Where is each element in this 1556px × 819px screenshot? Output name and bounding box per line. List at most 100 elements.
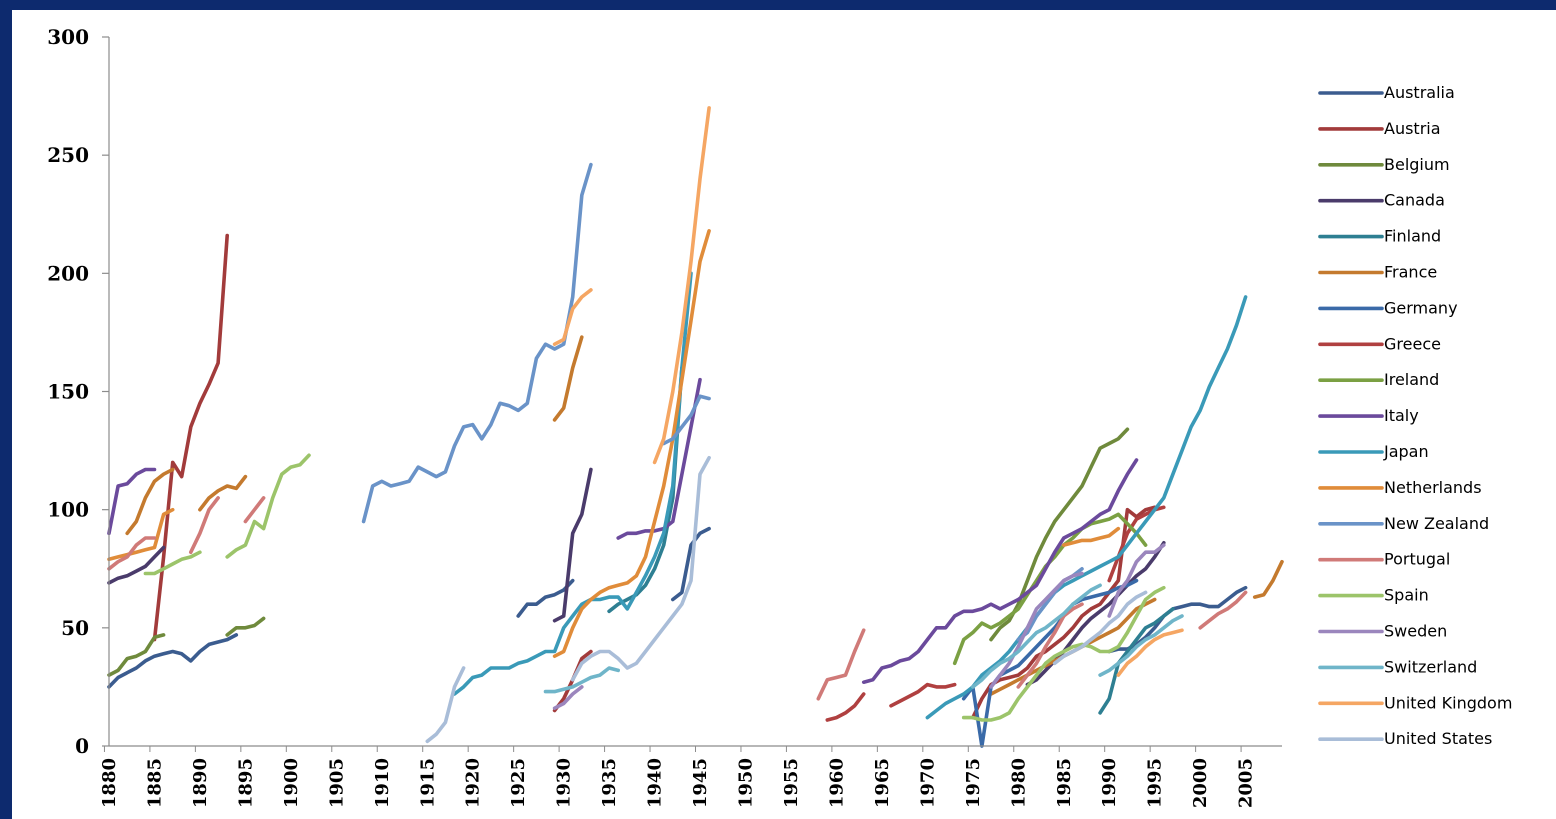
y-tick-label: 200: [47, 261, 89, 285]
series-line: [552, 229, 711, 659]
series-line: [970, 505, 1157, 720]
series-line: [452, 271, 693, 696]
series-line: [1025, 540, 1166, 687]
series-line: [189, 496, 220, 555]
series-line: [1052, 590, 1148, 666]
series-line: [552, 335, 584, 422]
legend: Australia Austria Belgium Canada Finland Fran…: [1318, 83, 1512, 748]
legend-item: Canada: [1318, 191, 1445, 210]
series-line: [552, 288, 593, 347]
series-line: [1016, 602, 1084, 689]
series-line: [107, 536, 157, 571]
series-france: [125, 335, 1284, 696]
legend-label: France: [1384, 263, 1437, 282]
series-line: [107, 507, 175, 562]
series-line: [552, 685, 584, 711]
series-line: [125, 467, 175, 536]
series-line: [543, 666, 621, 694]
series-line: [989, 571, 1084, 689]
legend-item: Spain: [1318, 586, 1429, 605]
x-tick-label: 1985: [1054, 758, 1075, 808]
y-tick-label: 100: [47, 498, 89, 522]
series-united-kingdom: [552, 106, 1184, 677]
legend-label: Portugal: [1384, 550, 1450, 569]
x-tick-label: 1925: [508, 758, 529, 808]
x-tick-label: 1930: [554, 758, 575, 808]
series-line: [1062, 526, 1121, 547]
series-line: [1098, 607, 1175, 715]
x-tick-label: 1965: [872, 758, 893, 808]
legend-label: Australia: [1384, 83, 1455, 102]
legend-label: Spain: [1384, 586, 1429, 605]
legend-label: Netherlands: [1384, 478, 1482, 497]
series-united-states: [425, 455, 1148, 744]
series-line: [670, 526, 711, 602]
legend-label: Switzerland: [1384, 657, 1477, 676]
chart-frame: 0 50 100 150 200 250 300 1880 1885 1890 1895 1900 1…: [12, 10, 1556, 819]
y-tick-label: 150: [47, 380, 89, 404]
series-line: [516, 578, 575, 618]
series-line: [107, 633, 166, 677]
legend-item: Austria: [1318, 119, 1441, 138]
plot-area: [107, 106, 1284, 748]
series-line: [425, 666, 466, 744]
series-line: [1198, 590, 1248, 630]
legend-label: Austria: [1384, 119, 1441, 138]
legend-item: Japan: [1318, 442, 1429, 461]
series-line: [225, 616, 266, 637]
series-line: [1098, 614, 1184, 677]
series-switzerland: [543, 583, 1184, 694]
y-tick-label: 0: [75, 734, 89, 758]
y-tick-label: 50: [61, 616, 89, 640]
x-tick-label: 1880: [99, 758, 120, 808]
series-sweden: [552, 543, 1166, 711]
x-tick-label: 1895: [235, 758, 256, 808]
legend-item: New Zealand: [1318, 514, 1489, 533]
legend-item: United Kingdom: [1318, 693, 1512, 712]
x-tick-label: 1945: [690, 758, 711, 808]
series-canada: [107, 467, 1166, 687]
legend-item: Belgium: [1318, 155, 1450, 174]
series-line: [652, 106, 711, 465]
legend-item: Australia: [1318, 83, 1455, 102]
series-line: [107, 633, 239, 689]
series-line: [861, 458, 1139, 685]
x-tick-label: 1885: [144, 758, 165, 808]
x-tick-label: 1915: [417, 758, 438, 808]
series-new-zealand: [361, 162, 1084, 642]
legend-label: Japan: [1383, 442, 1429, 461]
legend-label: Germany: [1384, 298, 1458, 317]
series-line: [1107, 543, 1166, 618]
x-tick-label: 1910: [372, 758, 393, 808]
legend-label: Italy: [1384, 406, 1419, 425]
series-netherlands: [107, 229, 1121, 659]
series-line: [570, 455, 711, 682]
legend-item: Netherlands: [1318, 478, 1482, 497]
x-tick-label: 1890: [190, 758, 211, 808]
series-line: [970, 583, 1102, 689]
series-line: [361, 162, 593, 524]
x-tick-label: 2005: [1236, 758, 1257, 808]
series-portugal: [107, 496, 1248, 701]
legend-item: Ireland: [1318, 370, 1439, 389]
x-tick-label: 1975: [963, 758, 984, 808]
series-line: [243, 496, 266, 524]
legend-item: Portugal: [1318, 550, 1450, 569]
legend-label: Canada: [1384, 191, 1445, 210]
series-line: [1252, 559, 1284, 599]
legend-label: New Zealand: [1384, 514, 1489, 533]
series-italy: [107, 377, 1139, 685]
legend-item: Italy: [1318, 406, 1419, 425]
series-japan: [452, 271, 1248, 720]
legend-label: Belgium: [1384, 155, 1450, 174]
series-austria: [152, 233, 1157, 720]
y-axis: 0 50 100 150 200 250 300: [47, 25, 110, 758]
series-belgium: [107, 427, 1130, 677]
series-line: [889, 682, 957, 708]
series-line: [1116, 628, 1184, 677]
x-tick-label: 1935: [599, 758, 620, 808]
legend-label: Finland: [1384, 227, 1441, 246]
x-tick-label: 1900: [281, 758, 302, 808]
series-line: [816, 628, 866, 701]
